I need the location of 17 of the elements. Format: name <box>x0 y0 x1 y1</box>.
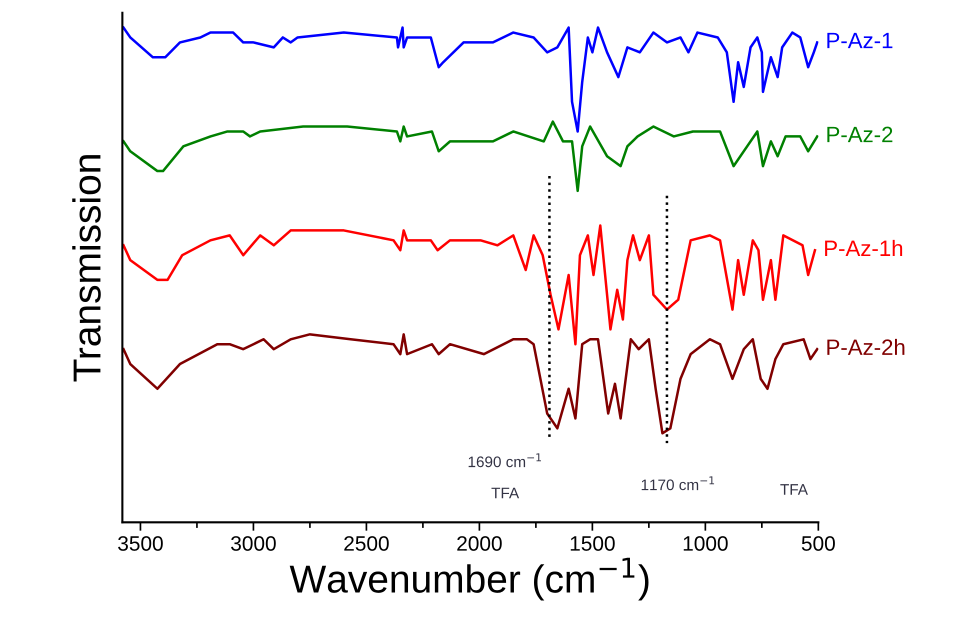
y-axis-title: Transmission <box>72 155 101 382</box>
x-tick-label: 3500 <box>118 536 163 551</box>
x-tick-label: 500 <box>802 536 835 551</box>
series-label: P-Az-2 <box>827 126 892 142</box>
annotation: TFA <box>780 484 808 495</box>
x-tick-label: 2500 <box>344 536 389 551</box>
annotation: 1170 cm$^{−1}$ <box>642 476 714 490</box>
series-label: P-Az-2h <box>827 338 904 355</box>
series-label: P-Az-1 <box>827 32 892 48</box>
x-axis-title: Wavenumber (cm$^{−1}$) <box>290 558 648 601</box>
annotation: TFA <box>491 488 520 498</box>
annotation: 1690 cm$^{−1}$ <box>468 453 542 468</box>
x-tick-label: 3000 <box>231 536 276 551</box>
x-tick-label: 2000 <box>457 536 502 551</box>
x-tick-label: 1000 <box>684 536 728 551</box>
series-label: P-Az-1h <box>825 240 902 256</box>
x-tick-label: 1500 <box>570 536 615 551</box>
